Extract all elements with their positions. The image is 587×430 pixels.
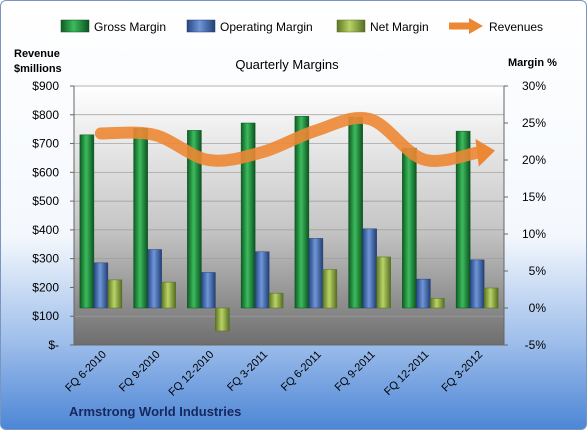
- left-axis-tick-label: $900: [32, 79, 59, 93]
- x-axis-tick-label: FQ 3-2011: [225, 349, 270, 394]
- legend-item-gross-margin: Gross Margin: [60, 19, 166, 34]
- right-axis-tick-label: -5%: [525, 338, 547, 352]
- right-axis-tick-label: 5%: [529, 264, 547, 278]
- bar-gross-margin: [240, 122, 256, 309]
- legend-label-net-margin: Net Margin: [370, 20, 429, 34]
- left-axis-label-line1: Revenue: [14, 48, 60, 60]
- right-axis-tick-label: 30%: [522, 79, 546, 93]
- bar-gross-margin: [294, 116, 310, 309]
- x-axis-tick-label: FQ 6-2011: [279, 349, 324, 394]
- bar-operating-margin: [254, 251, 270, 309]
- bar-net-margin: [322, 269, 338, 309]
- x-axis-tick-label: FQ 9-2011: [333, 349, 378, 394]
- line-revenues: [94, 111, 484, 167]
- bar-net-margin: [268, 292, 284, 309]
- x-axis-tick-label: FQ 3-2012: [440, 349, 486, 395]
- right-axis-tick-label: 0%: [529, 301, 547, 315]
- x-axis-tick-label: FQ 9-2010: [117, 349, 163, 395]
- right-axis-tick-label: 15%: [522, 190, 546, 204]
- chart-title: Quarterly Margins: [235, 57, 339, 72]
- bar-operating-margin: [93, 262, 109, 309]
- legend-label-revenues: Revenues: [489, 20, 543, 34]
- legend-swatch-operating-margin: [186, 19, 216, 33]
- legend-item-net-margin: Net Margin: [336, 19, 429, 34]
- legend-item-revenues: Revenues: [449, 18, 543, 34]
- bar-gross-margin: [133, 127, 148, 309]
- bar-operating-margin: [308, 238, 324, 309]
- bar-gross-margin: [455, 130, 471, 309]
- bar-net-margin: [376, 256, 391, 309]
- bar-gross-margin: [79, 134, 95, 309]
- left-axis-label-line2: $millions: [14, 63, 62, 75]
- bar-operating-margin: [469, 259, 485, 309]
- right-axis-tick-label: 20%: [522, 153, 546, 167]
- bar-net-margin: [161, 281, 176, 309]
- bar-operating-margin: [362, 228, 377, 309]
- left-axis-tick-label: $100: [32, 309, 59, 323]
- bar-gross-margin: [402, 147, 417, 309]
- left-axis-tick-label: $700: [32, 137, 59, 151]
- bar-net-margin: [483, 287, 499, 309]
- left-axis-tick-label: $-: [48, 338, 59, 352]
- left-axis-tick-label: $300: [32, 252, 59, 266]
- legend-label-gross-margin: Gross Margin: [94, 20, 166, 34]
- bar-operating-margin: [416, 278, 431, 309]
- legend-label-operating-margin: Operating Margin: [220, 20, 313, 34]
- legend-item-operating-margin: Operating Margin: [186, 19, 313, 34]
- x-axis-tick-label: FQ 12-2010: [167, 349, 217, 399]
- x-axis-tick-label: FQ 12-2011: [382, 349, 431, 398]
- bar-operating-margin: [201, 272, 216, 309]
- left-axis-tick-label: $200: [32, 280, 59, 294]
- bar-gross-margin: [348, 116, 363, 309]
- left-axis-tick-label: $600: [32, 165, 59, 179]
- company-footer: Armstrong World Industries: [69, 404, 241, 419]
- bar-operating-margin: [147, 249, 162, 309]
- revenues-arrowhead: [475, 138, 495, 167]
- bar-net-margin: [107, 279, 123, 309]
- left-axis-tick-label: $500: [32, 194, 59, 208]
- bar-net-margin: [430, 298, 445, 309]
- x-axis-tick-label: FQ 6-2010: [63, 349, 109, 395]
- bar-gross-margin: [187, 130, 202, 309]
- legend-swatch-gross-margin: [60, 19, 90, 33]
- right-axis-tick-label: 25%: [522, 116, 546, 130]
- legend: Gross Margin Operating Margin Net Margin…: [60, 18, 543, 34]
- right-axis-tick-label: 10%: [522, 227, 546, 241]
- legend-arrow-revenues: [469, 18, 483, 34]
- left-axis-tick-label: $800: [32, 108, 59, 122]
- right-axis-label: Margin %: [508, 57, 557, 69]
- left-axis-tick-label: $400: [32, 223, 59, 237]
- legend-swatch-net-margin: [336, 19, 366, 33]
- bar-net-margin: [215, 307, 230, 332]
